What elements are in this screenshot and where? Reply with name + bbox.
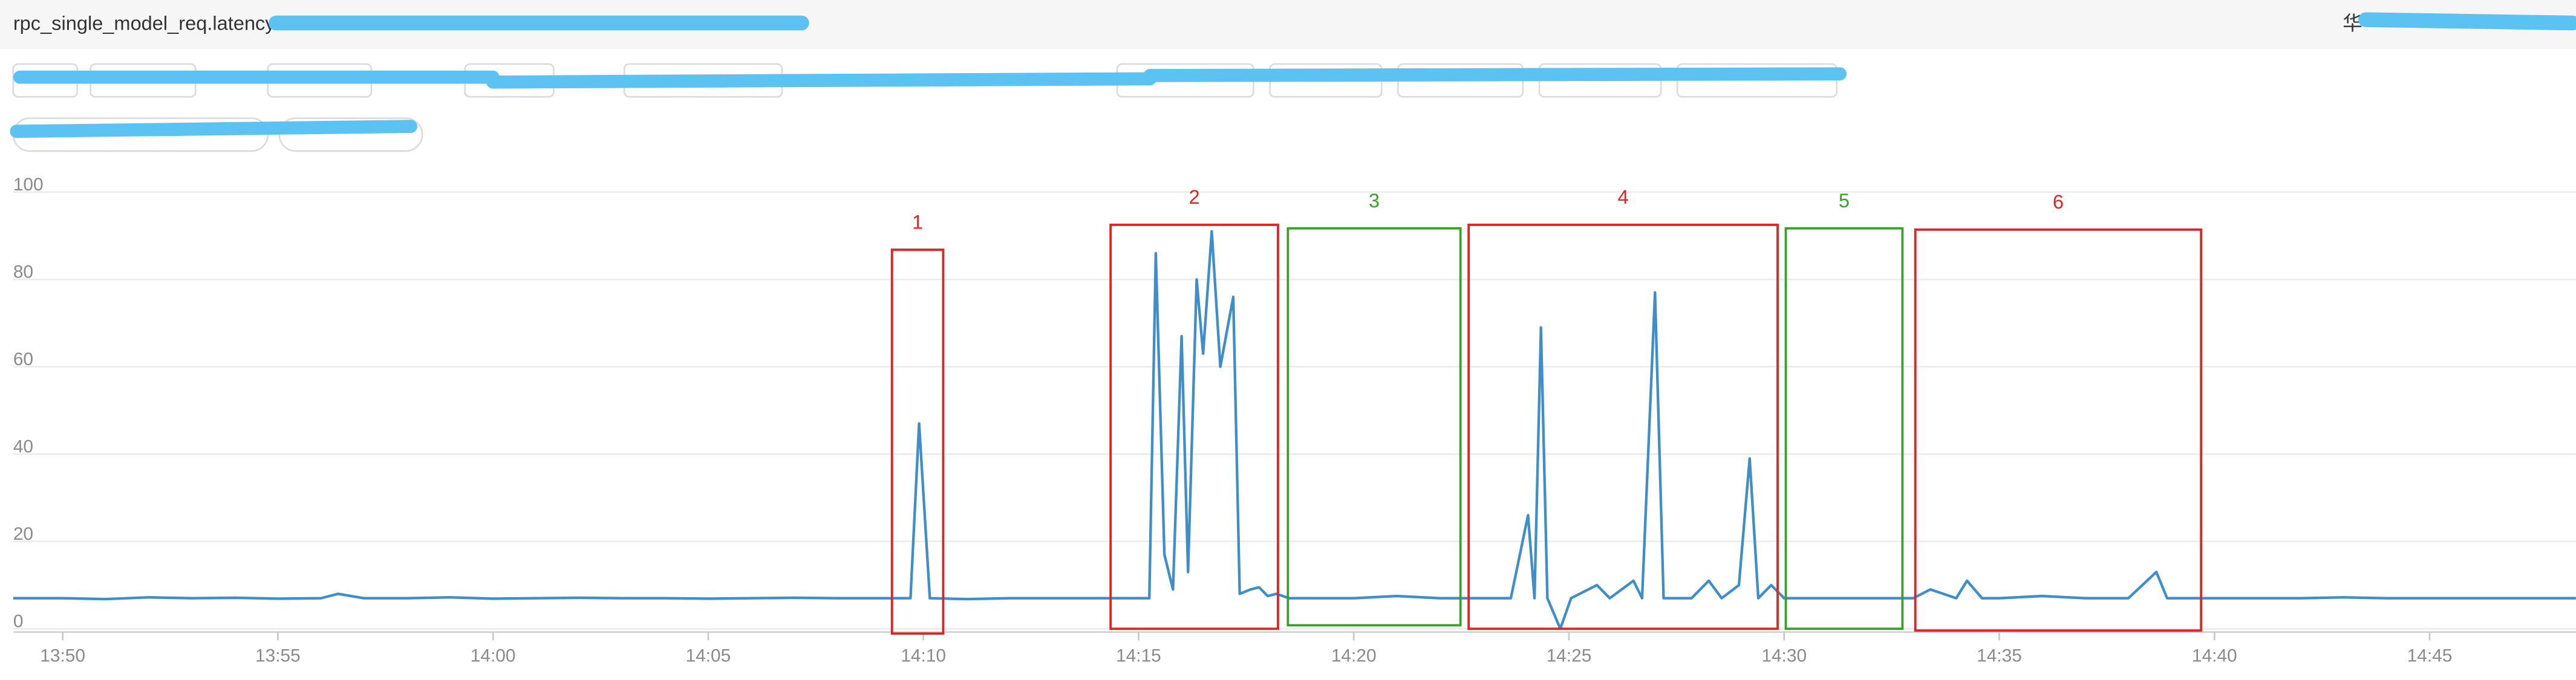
annotation-box bbox=[1286, 227, 1462, 627]
annotation-box bbox=[1467, 224, 1779, 630]
annotation-label: 6 bbox=[2053, 190, 2064, 213]
x-tick-label: 14:10 bbox=[901, 646, 946, 665]
x-tick-label: 14:45 bbox=[2407, 646, 2453, 665]
annotation-label: 3 bbox=[1369, 189, 1380, 212]
y-tick-label: 0 bbox=[13, 611, 24, 631]
annotation-label: 5 bbox=[1839, 189, 1850, 212]
latency-line bbox=[13, 230, 2576, 630]
x-tick-label: 14:20 bbox=[1331, 646, 1377, 665]
tag-row bbox=[10, 117, 423, 152]
redaction bbox=[13, 67, 1847, 89]
y-tick-label: 60 bbox=[13, 349, 33, 369]
filter-row bbox=[12, 63, 1847, 98]
annotation-label: 4 bbox=[1618, 186, 1629, 208]
annotation-label: 2 bbox=[1189, 186, 1200, 208]
redaction bbox=[10, 120, 417, 138]
x-tick-label: 14:25 bbox=[1547, 646, 1592, 665]
x-tick-label: 13:55 bbox=[255, 646, 301, 665]
chart: 0 20 40 60 80 100 13:50 13:55 14:00 14:05 14:10 14:… bbox=[13, 175, 2576, 665]
x-tick-label: 14:00 bbox=[471, 646, 516, 665]
y-tick-label: 80 bbox=[13, 262, 33, 282]
annotation-box bbox=[1914, 228, 2203, 632]
y-tick-label: 20 bbox=[13, 524, 33, 544]
y-tick-label: 40 bbox=[13, 436, 33, 456]
x-tick-label: 14:05 bbox=[686, 646, 731, 665]
x-tick-label: 14:15 bbox=[1116, 646, 1161, 665]
annotation-box bbox=[890, 248, 945, 635]
x-tick-label: 14:35 bbox=[1977, 646, 2022, 665]
x-tick-label: 13:50 bbox=[40, 646, 85, 665]
annotation-box bbox=[1784, 227, 1904, 630]
metric-title: rpc_single_model_req.latency bbox=[13, 11, 276, 34]
annotation-box bbox=[1109, 224, 1279, 630]
y-tick-label: 100 bbox=[13, 175, 44, 195]
x-tick-label: 14:40 bbox=[2192, 646, 2237, 665]
annotation-label: 1 bbox=[912, 210, 923, 233]
x-tick-label: 14:30 bbox=[1761, 646, 1807, 665]
redaction bbox=[2358, 12, 2576, 31]
